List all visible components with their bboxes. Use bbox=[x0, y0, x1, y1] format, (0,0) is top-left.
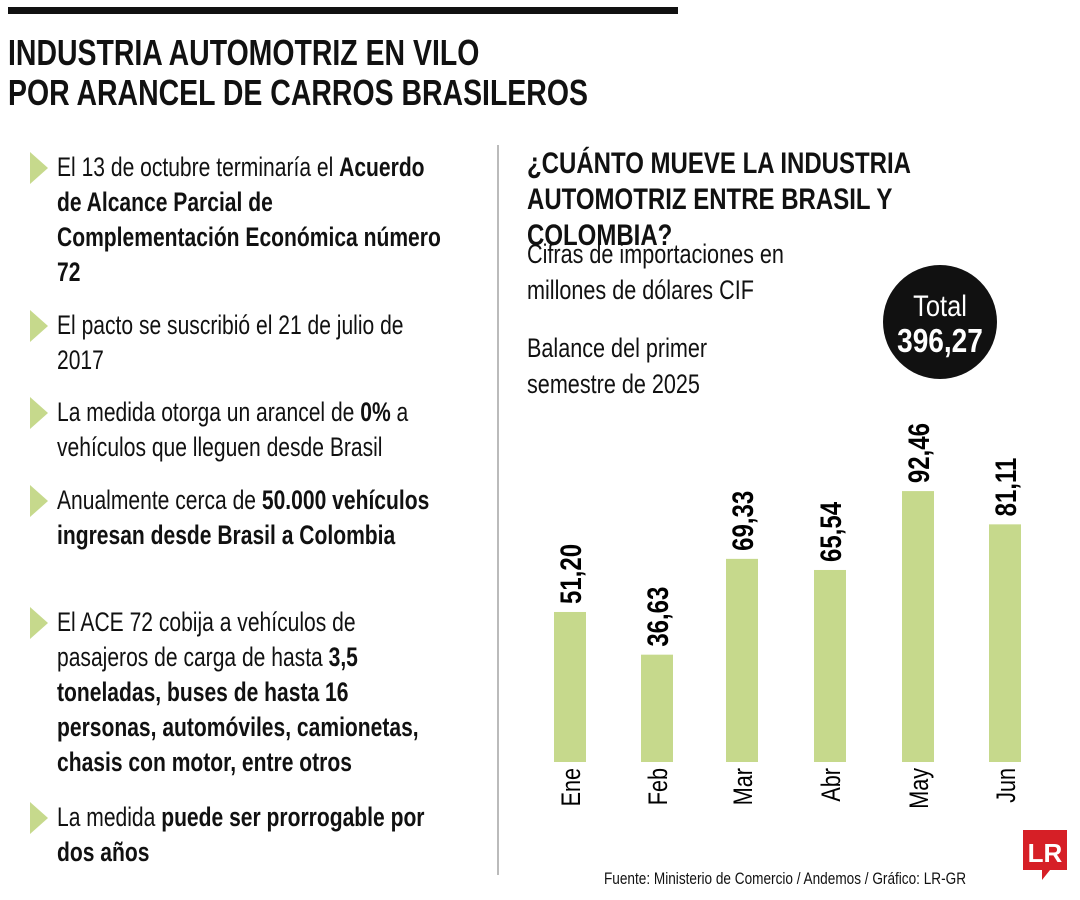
bullet-arrow bbox=[30, 802, 48, 834]
bullet: El ACE 72 cobija a vehículos de pasajero… bbox=[57, 605, 447, 780]
x-tick-label: Feb bbox=[644, 768, 674, 805]
value-label: 36,63 bbox=[640, 587, 674, 647]
bullet-text: Acuerdo de Alcance Parcial de Complement… bbox=[57, 152, 441, 287]
bar bbox=[554, 611, 586, 762]
bullet-text: 50.000 vehículos ingresan desde Brasil a… bbox=[57, 485, 430, 550]
bullet-text: Anualmente cerca de bbox=[57, 485, 262, 515]
logo: LR bbox=[1028, 838, 1063, 868]
bullet-text: 0% bbox=[360, 397, 391, 427]
bullet-arrow bbox=[30, 397, 48, 429]
chart: 51,20 Ene 36,63 Feb 69,33 Mar 65,54 Abr 92,46 May… bbox=[553, 423, 1022, 809]
bullet-text: a vehículos que lleguen desde Brasil bbox=[57, 397, 409, 462]
total-label: Total bbox=[913, 289, 967, 322]
bullet-text: El ACE 72 cobija a vehículos de pasajero… bbox=[57, 607, 356, 672]
x-tick-label: Ene bbox=[557, 768, 587, 806]
bullet-arrow bbox=[30, 152, 48, 184]
total-value: 396,27 bbox=[897, 323, 983, 360]
bullet-text: puede ser prorrogable por dos años bbox=[57, 802, 425, 867]
bullet: La medida otorga un arancel de 0% a vehí… bbox=[57, 395, 447, 465]
bullet-text: El pacto se suscribió el 21 de julio de … bbox=[57, 310, 404, 375]
bar bbox=[726, 558, 758, 762]
bullet: El pacto se suscribió el 21 de julio de … bbox=[57, 308, 447, 378]
value-label: 92,46 bbox=[901, 423, 935, 483]
bullet-arrow bbox=[30, 485, 48, 517]
bullet: El 13 de octubre terminaría el Acuerdo d… bbox=[57, 150, 447, 290]
bar bbox=[641, 654, 673, 762]
top-rule bbox=[8, 7, 678, 14]
bullet-text: La medida bbox=[57, 802, 162, 832]
x-tick-label: Abr bbox=[817, 768, 847, 802]
bullet-text: El 13 de octubre terminaría el bbox=[57, 152, 340, 182]
title-line: INDUSTRIA AUTOMOTRIZ EN VILO bbox=[8, 32, 480, 73]
bullet: La medida puede ser prorrogable por dos … bbox=[57, 800, 447, 870]
bar bbox=[814, 569, 846, 762]
bullet-arrows bbox=[30, 152, 48, 834]
value-label: 81,11 bbox=[988, 458, 1022, 517]
x-tick-label: Mar bbox=[729, 768, 759, 805]
total-badge bbox=[883, 265, 997, 379]
title-line: POR ARANCEL DE CARROS BRASILEROS bbox=[8, 72, 588, 113]
logo-box bbox=[1023, 830, 1067, 880]
x-tick-label: May bbox=[905, 767, 935, 808]
chart-subtitle: Cifras de importaciones en millones de d… bbox=[527, 239, 784, 305]
bullet: Anualmente cerca de 50.000 vehículos ing… bbox=[57, 483, 447, 553]
chart-title: ¿CUÁNTO MUEVE LA INDUSTRIA AUTOMOTRIZ EN… bbox=[527, 147, 911, 252]
x-tick-label: Jun bbox=[992, 768, 1022, 803]
chart-note: Balance del primer semestre de 2025 bbox=[527, 333, 708, 399]
bullet-text: La medida otorga un arancel de bbox=[57, 397, 361, 427]
bullet-arrow bbox=[30, 310, 48, 342]
bullet-text: 3,5 toneladas, buses de hasta 16 persona… bbox=[57, 642, 419, 777]
bullet-arrow bbox=[30, 607, 48, 639]
bar bbox=[902, 491, 934, 762]
value-label: 65,54 bbox=[813, 502, 847, 562]
value-label: 51,20 bbox=[553, 544, 587, 604]
bar bbox=[989, 524, 1021, 762]
value-label: 69,33 bbox=[725, 491, 759, 551]
source: Fuente: Ministerio de Comercio / Andemos… bbox=[604, 869, 967, 888]
